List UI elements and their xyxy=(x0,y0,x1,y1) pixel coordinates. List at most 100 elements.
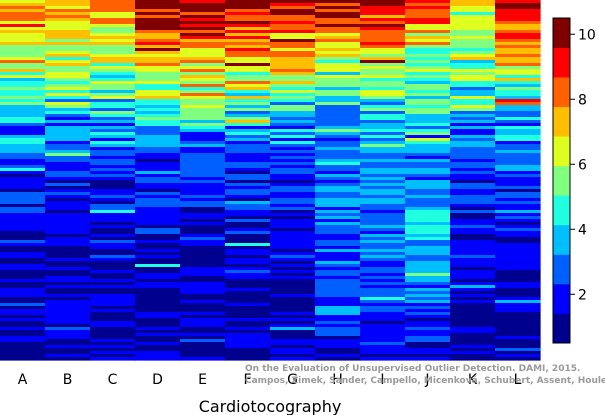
heatmap-cell xyxy=(360,177,406,181)
heatmap-cell xyxy=(270,81,316,85)
heatmap-cell xyxy=(180,234,226,238)
heatmap-cell xyxy=(495,216,541,220)
x-tick-label: H xyxy=(332,372,343,388)
heatmap-cell xyxy=(135,30,181,34)
heatmap-cell xyxy=(360,180,406,184)
heatmap-cell xyxy=(270,219,316,223)
heatmap-cell xyxy=(450,351,496,355)
heatmap-cell xyxy=(360,345,406,349)
heatmap-cell xyxy=(180,12,226,16)
heatmap-cell xyxy=(405,210,451,214)
heatmap-cell xyxy=(450,291,496,295)
heatmap-cell xyxy=(45,3,91,7)
heatmap-cell xyxy=(225,288,271,292)
heatmap-cell xyxy=(135,249,181,253)
heatmap-cell xyxy=(90,303,136,307)
heatmap-cell xyxy=(450,108,496,112)
heatmap-cell xyxy=(135,291,181,295)
heatmap-cell xyxy=(180,174,226,178)
heatmap-cell xyxy=(135,9,181,13)
heatmap-cell xyxy=(360,213,406,217)
heatmap-cell xyxy=(90,96,136,100)
heatmap-cell xyxy=(360,189,406,193)
heatmap-cell xyxy=(450,156,496,160)
heatmap-cell xyxy=(360,192,406,196)
heatmap-cell xyxy=(180,306,226,310)
heatmap-cell xyxy=(450,9,496,13)
heatmap-cell xyxy=(45,294,91,298)
heatmap-cell xyxy=(135,48,181,52)
heatmap-cell xyxy=(450,117,496,121)
heatmap-cell xyxy=(225,276,271,280)
heatmap-cell xyxy=(270,264,316,268)
heatmap-cell xyxy=(405,207,451,211)
colorbar-bin xyxy=(553,283,570,314)
heatmap-cell xyxy=(180,330,226,334)
heatmap-cell xyxy=(495,306,541,310)
heatmap-cell xyxy=(180,186,226,190)
heatmap-cell xyxy=(180,36,226,40)
colorbar-tick-label: 8 xyxy=(578,92,587,108)
heatmap-cell xyxy=(360,273,406,277)
heatmap-cell xyxy=(135,336,181,340)
heatmap-cell xyxy=(180,336,226,340)
heatmap-cell xyxy=(450,324,496,328)
heatmap-cell xyxy=(450,252,496,256)
heatmap-cell xyxy=(135,36,181,40)
heatmap-cell xyxy=(495,189,541,193)
heatmap-cell xyxy=(405,189,451,193)
heatmap-cell xyxy=(90,138,136,142)
heatmap-cell xyxy=(135,237,181,241)
heatmap-cell xyxy=(315,81,361,85)
heatmap-cell xyxy=(0,87,46,91)
heatmap-cell xyxy=(135,33,181,37)
heatmap-cell xyxy=(495,18,541,22)
heatmap-cell xyxy=(90,66,136,70)
heatmap-cell xyxy=(360,123,406,127)
heatmap-cell xyxy=(495,111,541,115)
heatmap-cell xyxy=(180,120,226,124)
heatmap-cell xyxy=(315,57,361,61)
heatmap-cell xyxy=(270,330,316,334)
heatmap-cell xyxy=(90,102,136,106)
heatmap-cell xyxy=(90,261,136,265)
heatmap-cell xyxy=(315,285,361,289)
heatmap-cell xyxy=(0,285,46,289)
heatmap-cell xyxy=(270,327,316,331)
heatmap-cell xyxy=(270,168,316,172)
heatmap-cell xyxy=(0,51,46,55)
heatmap-cell xyxy=(135,90,181,94)
heatmap-cell xyxy=(45,276,91,280)
heatmap-cell xyxy=(225,306,271,310)
heatmap-cell xyxy=(0,156,46,160)
heatmap-cell xyxy=(360,315,406,319)
heatmap-cell xyxy=(45,234,91,238)
heatmap-cell xyxy=(315,126,361,130)
heatmap-cell xyxy=(405,165,451,169)
heatmap-cell xyxy=(45,84,91,88)
heatmap-cell xyxy=(450,165,496,169)
heatmap-cell xyxy=(45,303,91,307)
heatmap-cell xyxy=(450,69,496,73)
heatmap-cell xyxy=(0,165,46,169)
heatmap-cell xyxy=(225,252,271,256)
heatmap-cell xyxy=(360,201,406,205)
heatmap-cell xyxy=(360,291,406,295)
heatmap-cell xyxy=(270,165,316,169)
heatmap-cell xyxy=(45,306,91,310)
heatmap-cell xyxy=(495,264,541,268)
heatmap-cell xyxy=(315,231,361,235)
heatmap-cell xyxy=(225,72,271,76)
heatmap-cell xyxy=(405,159,451,163)
heatmap-cell xyxy=(450,87,496,91)
heatmap-cell xyxy=(360,48,406,52)
heatmap-cell xyxy=(360,156,406,160)
heatmap-cell xyxy=(360,261,406,265)
heatmap-cell xyxy=(0,180,46,184)
heatmap-cell xyxy=(450,210,496,214)
heatmap-cell xyxy=(0,186,46,190)
heatmap-cell xyxy=(495,87,541,91)
x-tick-label: B xyxy=(63,372,73,388)
heatmap-cell xyxy=(270,351,316,355)
heatmap-cell xyxy=(495,240,541,244)
